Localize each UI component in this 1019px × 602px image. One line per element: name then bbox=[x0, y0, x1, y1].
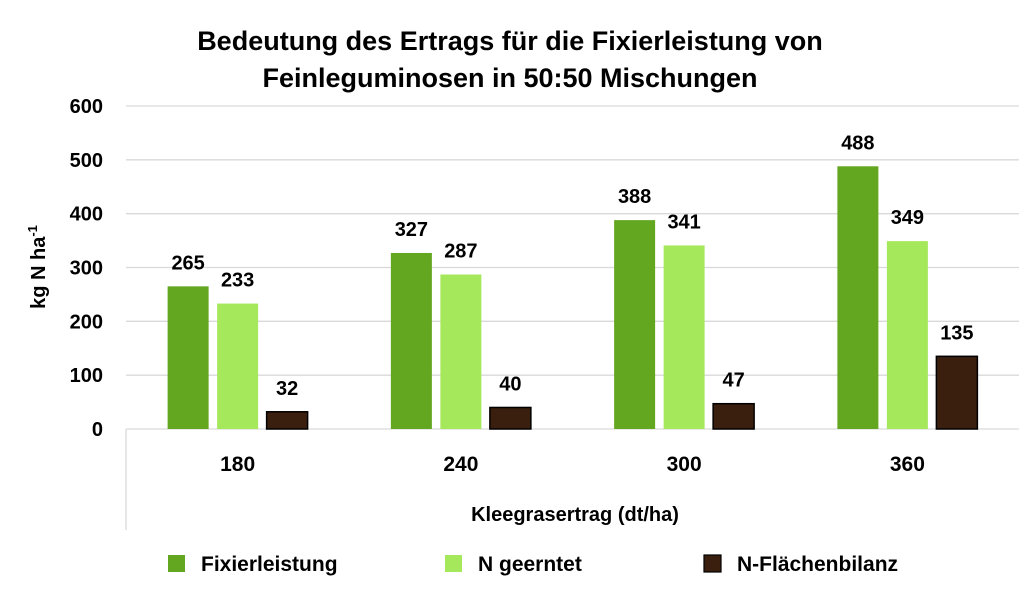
data-label: 341 bbox=[667, 211, 700, 233]
bar-n-fl-chenbilanz bbox=[489, 406, 532, 430]
data-label: 265 bbox=[171, 252, 204, 274]
y-tick-label: 600 bbox=[70, 96, 103, 118]
bars bbox=[167, 166, 979, 430]
data-label: 488 bbox=[841, 132, 874, 154]
y-tick-label: 500 bbox=[70, 150, 103, 172]
bar-fixierleistung bbox=[614, 220, 656, 429]
legend-label: N geerntet bbox=[478, 553, 582, 576]
data-label: 327 bbox=[395, 219, 428, 241]
data-label: 287 bbox=[444, 240, 477, 262]
data-label: 40 bbox=[499, 373, 521, 395]
x-category-label: 180 bbox=[220, 453, 255, 476]
bar-n-geerntet bbox=[440, 274, 482, 429]
data-label: 233 bbox=[221, 270, 254, 292]
data-label: 388 bbox=[618, 186, 651, 208]
gridlines bbox=[125, 105, 1019, 530]
x-category-labels: 180 240 300 360 bbox=[220, 453, 925, 476]
bar-n-fl-chenbilanz bbox=[712, 402, 755, 430]
x-category-label: 300 bbox=[667, 453, 702, 476]
chart-title-line2: Feinleguminosen in 50:50 Mischungen bbox=[262, 63, 757, 93]
y-axis-title: kg N ha-1 bbox=[25, 225, 50, 309]
legend-swatch bbox=[703, 554, 722, 573]
legend-swatch bbox=[445, 555, 462, 572]
chart-title-line1: Bedeutung des Ertrags für die Fixierleis… bbox=[197, 26, 823, 56]
data-labels: 265 233 32 327 287 40 388 341 47 488 349 135 bbox=[171, 132, 973, 399]
data-label: 349 bbox=[891, 207, 924, 229]
y-tick-label: 400 bbox=[70, 204, 103, 226]
data-label: 135 bbox=[940, 322, 973, 344]
bar-n-geerntet bbox=[663, 245, 705, 429]
y-axis-title-superscript: -1 bbox=[25, 225, 40, 237]
x-axis-title: Kleegrasertrag (dt/ha) bbox=[471, 504, 679, 526]
bar-fixierleistung bbox=[167, 286, 209, 429]
data-label: 32 bbox=[276, 378, 298, 400]
bar-n-geerntet bbox=[217, 303, 259, 429]
legend-swatch bbox=[168, 555, 185, 572]
bar-fixierleistung bbox=[390, 252, 432, 429]
x-category-label: 360 bbox=[890, 453, 925, 476]
legend-label: N-Flächenbilanz bbox=[737, 553, 898, 576]
legend: Fixierleistung N geerntet N-Flächenbilanz bbox=[168, 553, 898, 576]
y-tick-label: 200 bbox=[70, 311, 103, 333]
y-tick-labels: 0 100 200 300 400 500 600 bbox=[70, 96, 103, 441]
bar-n-geerntet bbox=[886, 241, 928, 429]
bar-n-fl-chenbilanz bbox=[935, 355, 979, 430]
bar-fixierleistung bbox=[837, 166, 879, 429]
x-category-label: 240 bbox=[443, 453, 478, 476]
y-tick-label: 300 bbox=[70, 258, 103, 280]
data-label: 47 bbox=[723, 370, 745, 392]
legend-label: Fixierleistung bbox=[201, 553, 338, 576]
bar-n-fl-chenbilanz bbox=[265, 411, 309, 430]
y-axis-title-main: kg N ha bbox=[28, 236, 50, 309]
y-tick-label: 100 bbox=[70, 365, 103, 387]
y-tick-label: 0 bbox=[92, 419, 103, 441]
